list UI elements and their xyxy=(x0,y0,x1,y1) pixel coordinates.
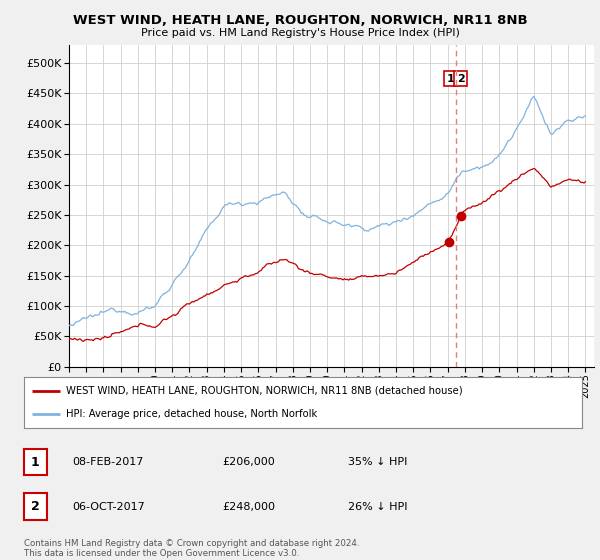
Text: 2: 2 xyxy=(31,500,40,514)
Text: HPI: Average price, detached house, North Norfolk: HPI: Average price, detached house, Nort… xyxy=(66,409,317,419)
Text: 06-OCT-2017: 06-OCT-2017 xyxy=(72,502,145,512)
Text: 1: 1 xyxy=(446,73,454,83)
Text: 2: 2 xyxy=(457,73,464,83)
Text: WEST WIND, HEATH LANE, ROUGHTON, NORWICH, NR11 8NB: WEST WIND, HEATH LANE, ROUGHTON, NORWICH… xyxy=(73,14,527,27)
Text: 26% ↓ HPI: 26% ↓ HPI xyxy=(348,502,407,512)
Text: £206,000: £206,000 xyxy=(222,457,275,467)
Text: WEST WIND, HEATH LANE, ROUGHTON, NORWICH, NR11 8NB (detached house): WEST WIND, HEATH LANE, ROUGHTON, NORWICH… xyxy=(66,386,463,396)
Text: 1: 1 xyxy=(31,455,40,469)
Text: Price paid vs. HM Land Registry's House Price Index (HPI): Price paid vs. HM Land Registry's House … xyxy=(140,28,460,38)
Text: 08-FEB-2017: 08-FEB-2017 xyxy=(72,457,143,467)
Text: £248,000: £248,000 xyxy=(222,502,275,512)
Text: Contains HM Land Registry data © Crown copyright and database right 2024.
This d: Contains HM Land Registry data © Crown c… xyxy=(24,539,359,558)
Text: 35% ↓ HPI: 35% ↓ HPI xyxy=(348,457,407,467)
